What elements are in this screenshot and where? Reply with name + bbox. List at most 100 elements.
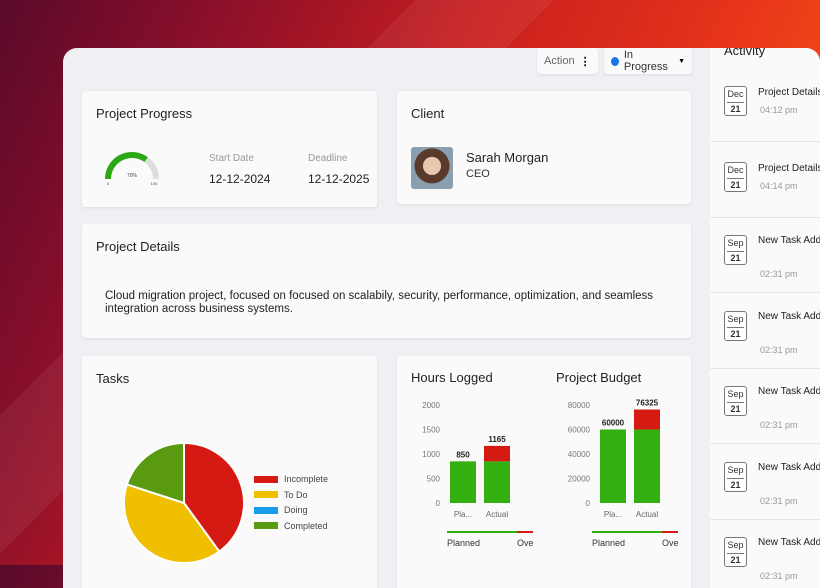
card-title: Project Progress: [96, 106, 193, 121]
start-date-label: Start Date: [209, 153, 255, 164]
activity-day: 21: [727, 251, 744, 264]
gauge-max: 100: [151, 181, 158, 185]
legend-label: Planned: [592, 538, 625, 548]
client-avatar: [411, 147, 453, 189]
bar-ove[interactable]: [634, 409, 660, 430]
y-tick-label: 500: [427, 475, 441, 484]
legend-swatch: [254, 491, 278, 498]
activity-item[interactable]: Sep 21 New Task Added to Project. 02:31 p…: [710, 221, 820, 293]
x-tick-label: Actual: [486, 510, 508, 519]
activity-month: Dec: [727, 89, 744, 99]
bar-ove[interactable]: [484, 445, 510, 462]
legend-label: Planned: [447, 538, 480, 548]
activity-day: 21: [727, 477, 744, 491]
legend-swatch: [254, 506, 278, 514]
dashboard-panel: Action ⋮ In Progress ▼ Project Progress 70…: [63, 48, 820, 588]
pie-slice-to-do[interactable]: [123, 483, 221, 564]
activity-text: New Task Added to Project.: [758, 386, 820, 397]
legend-item[interactable]: Doing: [254, 505, 308, 515]
bar-planned[interactable]: [484, 461, 510, 503]
bar-total-label: 850: [456, 450, 470, 459]
client-role: CEO: [466, 168, 490, 180]
activity-text: Project Details: [758, 162, 820, 174]
hours-budget-card: Hours Logged 0 500 1000 1500 2000 850 Pla... 116…: [397, 356, 691, 588]
activity-time: 02:31 pm: [760, 420, 798, 430]
bar-planned[interactable]: [450, 461, 476, 503]
activity-time: 02:31 pm: [760, 571, 798, 581]
legend-item[interactable]: To Do: [254, 490, 308, 500]
deadline-value: 12-12-2025: [308, 172, 370, 186]
y-tick-label: 0: [586, 499, 591, 508]
activity-item[interactable]: Sep 21 New Task Added to Project. 02:31 p…: [710, 297, 820, 369]
project-progress-card: Project Progress 70% 0 100 Start Date 12…: [82, 91, 377, 207]
activity-item[interactable]: Sep 21 New Task Added to Project. 02:31 p…: [710, 372, 820, 444]
activity-month: Sep: [727, 238, 744, 248]
calendar-icon: Sep 21: [724, 537, 747, 567]
pie-slice-incomplete[interactable]: [183, 441, 245, 553]
y-tick-label: 80000: [568, 401, 591, 410]
start-date-value: 12-12-2024: [209, 172, 271, 186]
bar-planned[interactable]: [600, 429, 626, 504]
activity-item[interactable]: Sep 21 New Task Added to Project. 02:31 p…: [710, 448, 820, 520]
calendar-icon: Dec 21: [724, 161, 747, 192]
activity-day: 21: [727, 102, 744, 115]
status-dot-icon: [611, 56, 619, 66]
legend-label: Ove: [517, 538, 534, 548]
legend-swatch: [254, 475, 278, 483]
activity-text: New Task Added to Project.: [758, 235, 820, 246]
activity-time: 02:31 pm: [760, 344, 798, 355]
tasks-pie-chart: [123, 441, 245, 564]
project-details-card: Project Details Cloud migration project,…: [82, 224, 691, 338]
activity-item[interactable]: Dec 21 Project Details 04:14 pm: [710, 146, 820, 218]
activity-time: 04:12 pm: [760, 105, 798, 115]
activity-item[interactable]: Sep 21 New Task Added to Project. 02:31 p…: [710, 523, 820, 588]
calendar-icon: Sep 21: [724, 461, 747, 492]
activity-sidebar: Activity Dec 21 Project Details 04:12 pm …: [710, 48, 820, 588]
card-title: Client: [411, 106, 445, 121]
activity-time: 04:14 pm: [760, 180, 798, 191]
project-description: Cloud migration project, focused on focu…: [105, 290, 654, 315]
y-tick-label: 20000: [568, 475, 591, 484]
deadline-label: Deadline: [308, 153, 348, 164]
more-vertical-icon: ⋮: [579, 55, 591, 68]
bar-planned[interactable]: [634, 429, 660, 504]
activity-time: 02:31 pm: [760, 269, 798, 279]
x-tick-label: Actual: [636, 510, 658, 519]
activity-day: 21: [727, 553, 744, 566]
progress-gauge: 70% 0 100: [105, 152, 159, 185]
bar-total-label: 1165: [488, 435, 506, 444]
activity-text: New Task Added to Project.: [758, 310, 820, 322]
activity-text: New Task Added to Project.: [758, 461, 820, 473]
legend-label: Doing: [284, 505, 308, 515]
tasks-card: Tasks Incomplete To Do Doing Completed: [82, 356, 377, 588]
activity-item[interactable]: Dec 21 Project Details 04:12 pm: [710, 70, 820, 142]
action-button[interactable]: Action ⋮: [537, 48, 598, 74]
activity-text: Project Details: [758, 87, 820, 98]
pie-slice-completed[interactable]: [125, 441, 185, 505]
calendar-icon: Dec 21: [724, 86, 747, 116]
legend-swatch: [254, 522, 278, 529]
activity-month: Sep: [727, 389, 744, 399]
legend-item[interactable]: Incomplete: [254, 474, 328, 484]
bar-total-label: 76325: [636, 399, 659, 408]
calendar-icon: Sep 21: [724, 310, 747, 341]
bar-total-label: 60000: [602, 419, 625, 428]
status-label: In Progress: [623, 49, 668, 73]
activity-day: 21: [727, 402, 744, 415]
gauge-fill: [105, 152, 148, 180]
legend-label: Incomplete: [284, 474, 329, 484]
activity-text: New Task Added to Project.: [758, 537, 820, 548]
card-title: Tasks: [96, 371, 130, 386]
y-tick-label: 0: [436, 499, 441, 508]
legend-label: To Do: [284, 489, 308, 500]
activity-title: Activity: [724, 48, 766, 58]
y-tick-label: 1500: [422, 426, 440, 435]
calendar-icon: Sep 21: [724, 386, 747, 416]
y-tick-label: 1000: [422, 450, 440, 459]
action-label: Action: [544, 55, 575, 67]
activity-month: Sep: [727, 540, 744, 550]
client-card: Client Sarah Morgan CEO: [397, 91, 691, 204]
status-dropdown[interactable]: In Progress ▼: [604, 48, 692, 74]
legend-item[interactable]: Completed: [254, 521, 328, 531]
y-tick-label: 60000: [568, 426, 591, 435]
